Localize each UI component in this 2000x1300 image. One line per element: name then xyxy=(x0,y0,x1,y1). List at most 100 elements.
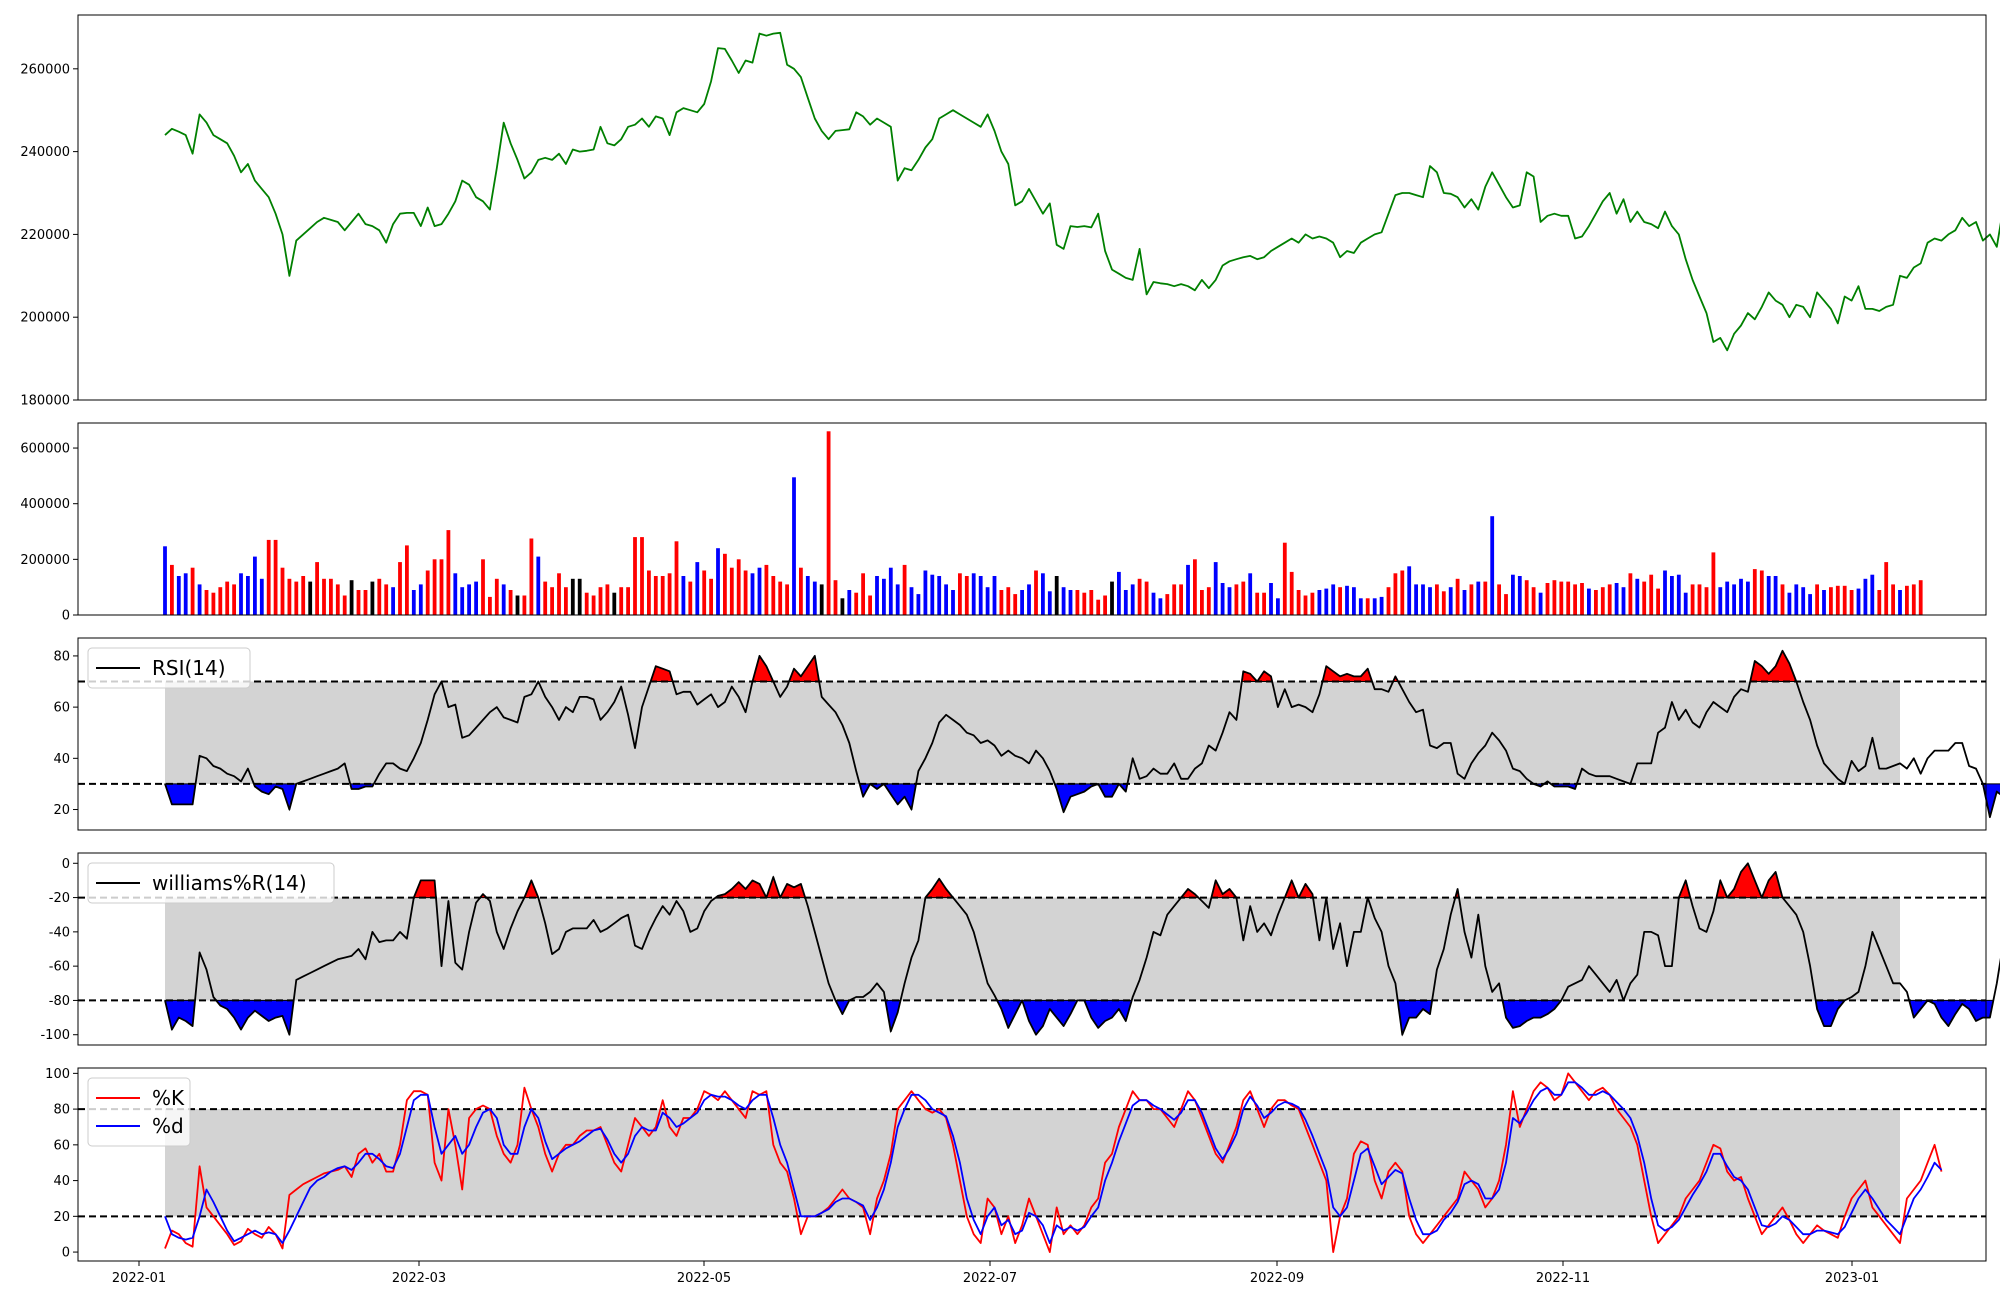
y-tick-label: -40 xyxy=(49,925,70,940)
volume-bar xyxy=(218,587,223,615)
volume-bar xyxy=(716,548,720,615)
volume-bar xyxy=(1690,584,1695,615)
rsi-plot xyxy=(78,649,2000,819)
volume-bar xyxy=(522,595,527,615)
volume-bar xyxy=(999,590,1004,615)
volume-bar xyxy=(1345,585,1349,615)
volume-bar xyxy=(1206,587,1211,615)
volume-bar xyxy=(1075,590,1080,615)
volume-bar xyxy=(481,559,485,615)
volume-bar xyxy=(211,592,216,615)
volume-bar xyxy=(1455,578,1460,615)
volume-bar xyxy=(1780,584,1785,615)
volume-bar xyxy=(329,578,333,615)
volume-bar xyxy=(1310,592,1315,615)
rsi-frame xyxy=(77,637,1987,831)
volume-bar xyxy=(1096,599,1101,615)
date-x-axis: 2022-01 2022-03 2022-05 2022-07 2022-09 2022-… xyxy=(112,1261,1879,1286)
volume-bar xyxy=(1621,587,1626,615)
neutral-band xyxy=(165,897,1900,1001)
volume-bar xyxy=(1393,573,1398,615)
volume-bar xyxy=(225,581,230,615)
volume-bar xyxy=(840,598,845,615)
rsi-panel: 20 40 60 80 RSI(14) xyxy=(53,637,2000,831)
volume-bar xyxy=(1683,592,1688,615)
volume-bar xyxy=(591,595,596,615)
volume-bar xyxy=(1082,592,1087,615)
volume-bar xyxy=(785,584,789,615)
d-legend-label: %d xyxy=(152,1114,184,1138)
volume-bar xyxy=(868,595,872,615)
volume-bar xyxy=(736,559,741,615)
volume-bar xyxy=(494,578,499,615)
y-tick-label: 180000 xyxy=(20,394,70,409)
volume-bar xyxy=(1421,584,1425,615)
volume-bar xyxy=(1628,573,1633,615)
volume-bar xyxy=(1428,587,1432,615)
volume-bar xyxy=(1068,590,1073,615)
volume-bar xyxy=(1794,584,1799,615)
volume-bar xyxy=(1642,581,1647,615)
volume-bar xyxy=(1566,581,1571,615)
price-line xyxy=(164,31,2000,352)
volume-bar xyxy=(1234,584,1239,615)
volume-bar xyxy=(1013,594,1018,615)
volume-bar xyxy=(1670,576,1674,615)
volume-bar xyxy=(1829,587,1833,615)
volume-bar xyxy=(1656,588,1660,615)
volume-bar xyxy=(805,576,810,615)
volume-bar xyxy=(1517,576,1522,615)
volume-bar xyxy=(902,564,907,615)
volume-bar xyxy=(1006,587,1011,615)
y-tick-label: 80 xyxy=(53,649,70,664)
volume-bar xyxy=(342,595,347,615)
volume-bar xyxy=(1483,581,1488,615)
volume-bar xyxy=(861,573,865,615)
volume-bar xyxy=(1372,598,1377,615)
volume-bar xyxy=(778,581,783,615)
volume-bar xyxy=(882,578,886,615)
stochastic-legend-box xyxy=(87,1077,191,1147)
volume-bar xyxy=(612,592,617,615)
volume-bar xyxy=(923,570,928,615)
volume-bar xyxy=(1213,562,1218,615)
volume-bar xyxy=(1158,598,1163,615)
volume-bar xyxy=(1282,542,1287,615)
stochastic-legend: %K %d xyxy=(87,1077,191,1147)
volume-bar xyxy=(944,584,948,615)
volume-bar xyxy=(1151,592,1156,615)
volume-bar xyxy=(1186,564,1190,615)
y-tick-label: -100 xyxy=(40,1028,70,1043)
volume-bar xyxy=(833,580,838,615)
williams-legend-box xyxy=(87,862,335,904)
k-legend-label: %K xyxy=(152,1086,185,1110)
stochastic-plot xyxy=(78,1072,1986,1253)
x-tick-label: 2022-09 xyxy=(1250,1271,1304,1286)
volume-bar xyxy=(626,587,630,615)
volume-bar xyxy=(1034,570,1038,615)
volume-bar xyxy=(1103,595,1107,615)
volume-bar xyxy=(488,596,492,615)
y-tick-label: 100 xyxy=(45,1067,70,1082)
y-tick-label: 220000 xyxy=(20,228,70,243)
y-tick-label: 60 xyxy=(53,1138,70,1153)
volume-bar xyxy=(847,590,852,615)
volume-bar xyxy=(557,573,561,615)
volume-bar xyxy=(771,576,776,615)
volume-bar xyxy=(370,581,375,615)
volume-bar xyxy=(764,564,769,615)
williams-frame xyxy=(77,852,1987,1046)
volume-bar xyxy=(1524,580,1529,615)
volume-bar xyxy=(1317,590,1322,615)
y-tick-label: 200000 xyxy=(20,311,70,326)
volume-bar xyxy=(1407,566,1412,615)
volume-bar xyxy=(799,567,803,615)
volume-bar xyxy=(1137,578,1142,615)
volume-bar xyxy=(363,590,368,615)
volume-bar xyxy=(239,573,243,615)
volume-bar xyxy=(170,564,174,615)
y-tick-label: 20 xyxy=(53,1210,70,1225)
volume-bar xyxy=(1469,584,1474,615)
volume-bar xyxy=(460,587,465,615)
volume-bar xyxy=(1918,580,1923,615)
